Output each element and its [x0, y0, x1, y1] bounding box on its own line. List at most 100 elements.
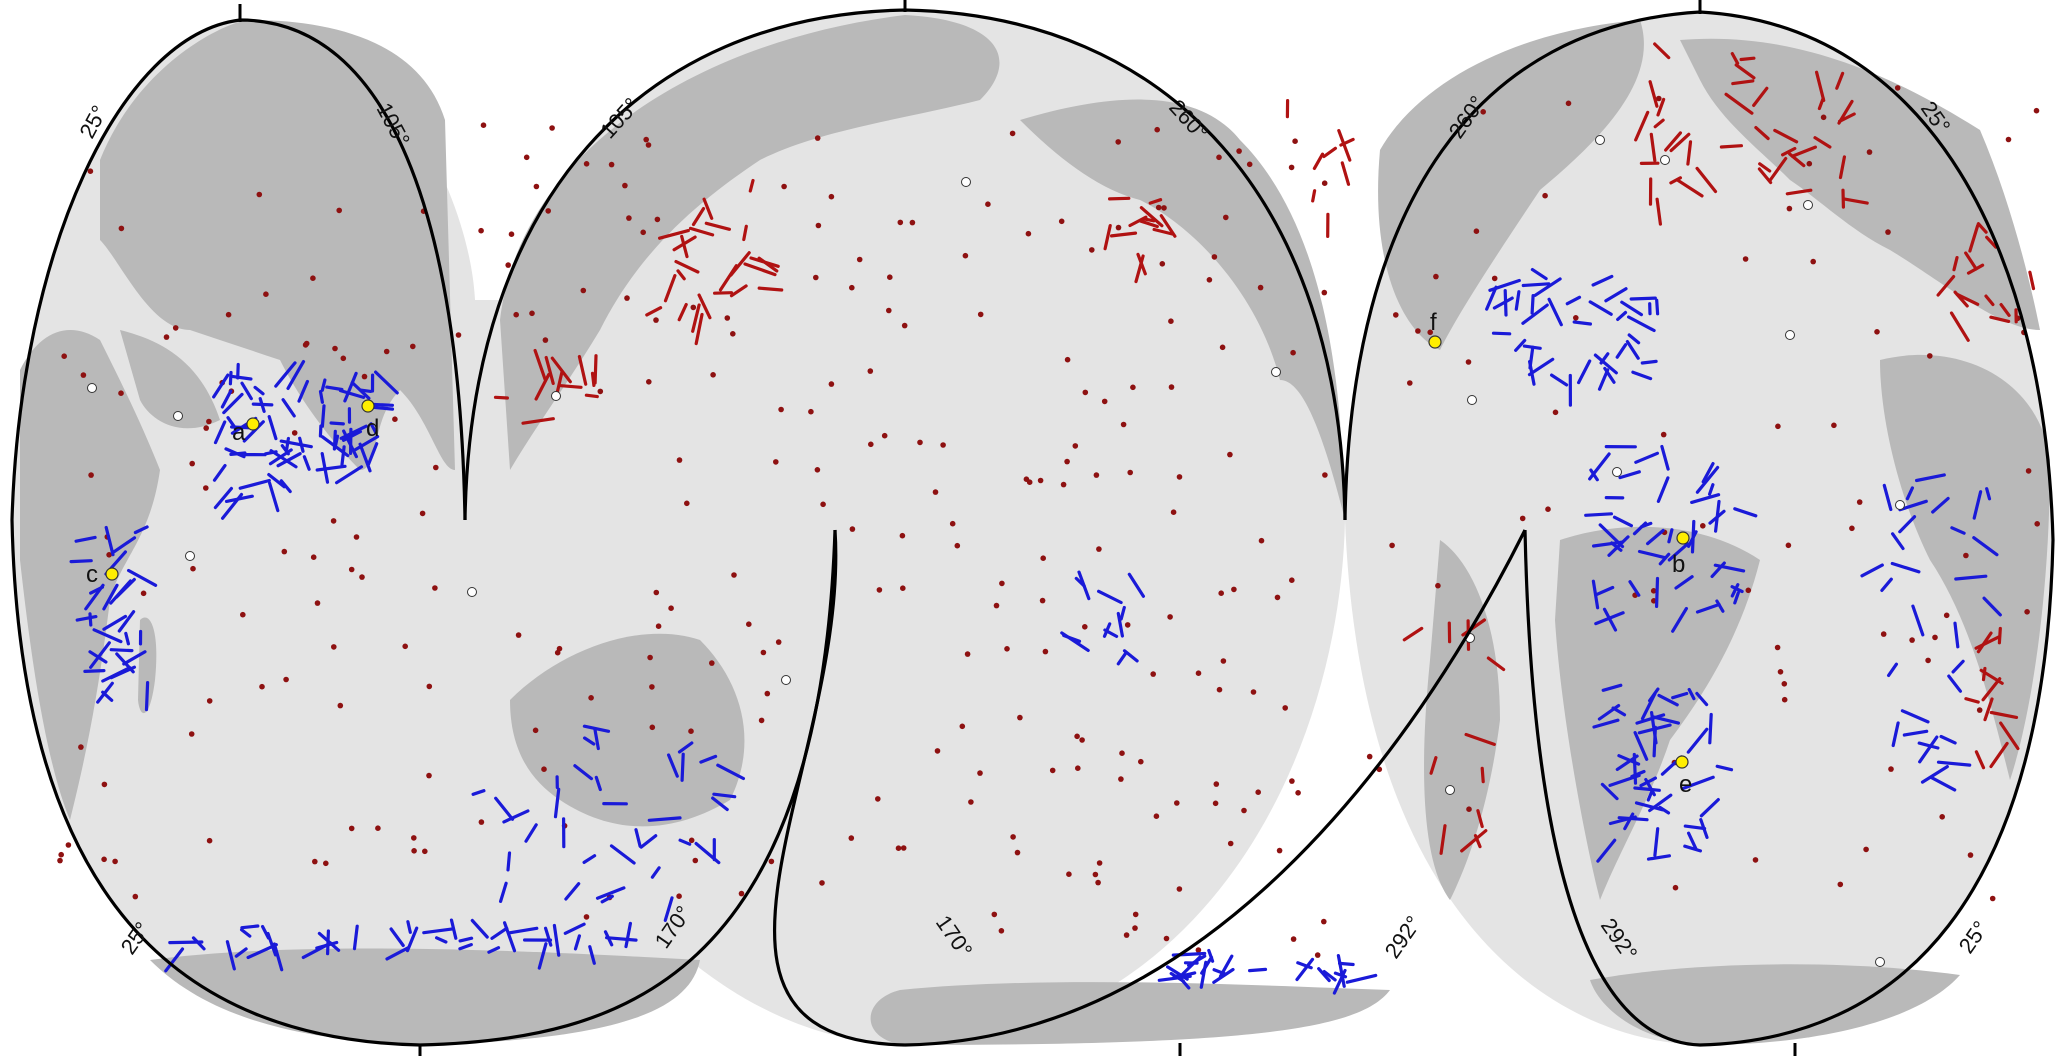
red-segment: [1773, 128, 1799, 144]
red-segment: [1337, 129, 1352, 162]
blue-segment: [639, 834, 658, 849]
observation-dot: [768, 858, 775, 865]
observation-dot: [1257, 284, 1264, 291]
blue-segment: [1492, 296, 1514, 310]
observation-dot: [1123, 932, 1130, 938]
blue-segment: [1886, 662, 1899, 678]
blue-segment: [281, 398, 296, 418]
red-segment: [550, 356, 572, 384]
site-e-marker: [1675, 755, 1689, 769]
observation-dot: [1213, 781, 1220, 787]
observation-dot: [1004, 646, 1010, 652]
landmass-north-america-atlantic: [1378, 20, 1644, 350]
observation-dot: [1752, 857, 1759, 863]
label-atlantic-bottom-right: 25°: [1954, 916, 1994, 958]
observation-dot: [580, 287, 587, 294]
blue-segment: [1626, 315, 1656, 333]
blue-segment: [1953, 621, 1960, 649]
observation-dot: [1250, 689, 1257, 695]
red-segment: [1997, 626, 2002, 645]
red-segment: [1837, 99, 1854, 125]
red-segment: [1981, 677, 2002, 702]
observation-dot: [1672, 884, 1679, 891]
blue-segment: [624, 921, 633, 949]
red-segment: [1952, 256, 1959, 272]
observation-dot: [1660, 431, 1667, 438]
observation-dot: [375, 825, 381, 831]
observation-dot: [1074, 733, 1080, 740]
observation-dot: [901, 322, 908, 329]
observation-dot: [1009, 130, 1016, 137]
blue-segment: [1594, 585, 1615, 597]
observation-dot: [684, 500, 690, 507]
observation-dot: [588, 695, 594, 701]
blue-segment: [1177, 955, 1202, 980]
red-segment: [1719, 144, 1744, 149]
red-segment: [1648, 80, 1659, 108]
observation-dot: [1650, 588, 1657, 594]
observation-dot: [731, 572, 737, 578]
observation-dot: [583, 914, 590, 920]
observation-dot: [895, 845, 902, 851]
blue-segment: [1660, 444, 1670, 471]
blue-segment: [1950, 526, 1966, 535]
blue-segment: [1295, 957, 1315, 982]
observation-dot: [478, 819, 485, 825]
site-f: f: [1428, 309, 1442, 349]
blue-segment: [604, 936, 638, 942]
label-pacific-bottom-right: 292°: [1380, 911, 1427, 963]
observation-dot: [1095, 879, 1101, 886]
observation-dot: [998, 928, 1005, 934]
blue-segment: [1633, 786, 1661, 792]
red-segment: [1464, 732, 1496, 747]
blue-segment: [268, 448, 293, 466]
observation-dot: [1565, 100, 1572, 107]
blue-segment: [1591, 540, 1625, 548]
observation-dot: [1573, 315, 1579, 321]
blue-segment: [1898, 515, 1917, 534]
blue-segment: [458, 936, 474, 943]
observation-dot: [1781, 696, 1788, 703]
red-segment: [1142, 217, 1156, 223]
blue-segment: [279, 479, 292, 494]
observation-dot: [949, 520, 956, 527]
observation-dot: [649, 684, 655, 690]
blue-segment: [1600, 782, 1619, 801]
red-segment: [1340, 161, 1351, 186]
blue-segment: [588, 945, 596, 965]
observation-dot: [263, 291, 269, 298]
observation-dot: [999, 580, 1005, 587]
observation-dot: [1241, 807, 1247, 814]
red-segment: [1486, 656, 1506, 672]
blue-segment: [320, 404, 326, 428]
observation-dot: [1806, 160, 1813, 167]
red-segment: [1813, 136, 1832, 149]
blue-segment: [1667, 528, 1674, 544]
red-segment: [534, 373, 551, 401]
observation-dot: [2025, 468, 2032, 474]
blue-segment: [1522, 344, 1542, 350]
red-segment: [672, 235, 697, 252]
observation-dot: [348, 825, 355, 832]
red-segment: [1964, 697, 1980, 704]
blue-segment: [240, 381, 253, 401]
lobe-outlines: [10, 8, 2055, 1047]
white-site-dot: [1595, 135, 1605, 145]
blue-segment: [1708, 712, 1713, 745]
blue-segment: [1707, 483, 1715, 496]
red-segment: [1103, 224, 1112, 251]
observation-dot: [1132, 911, 1139, 918]
blue-segment: [1597, 368, 1610, 391]
red-segment: [1107, 196, 1131, 201]
observation-dot: [1932, 634, 1938, 641]
blue-segment: [229, 451, 247, 456]
observation-dot: [2033, 107, 2040, 114]
red-segment: [645, 306, 663, 317]
observation-dot: [432, 585, 438, 591]
blue-segment: [267, 415, 278, 441]
observation-dot: [1255, 789, 1261, 795]
atlantic-lobe-outline: [1343, 10, 2055, 1047]
blue-segment: [1634, 801, 1665, 812]
observation-dot: [206, 698, 213, 704]
observation-dot: [140, 590, 147, 597]
